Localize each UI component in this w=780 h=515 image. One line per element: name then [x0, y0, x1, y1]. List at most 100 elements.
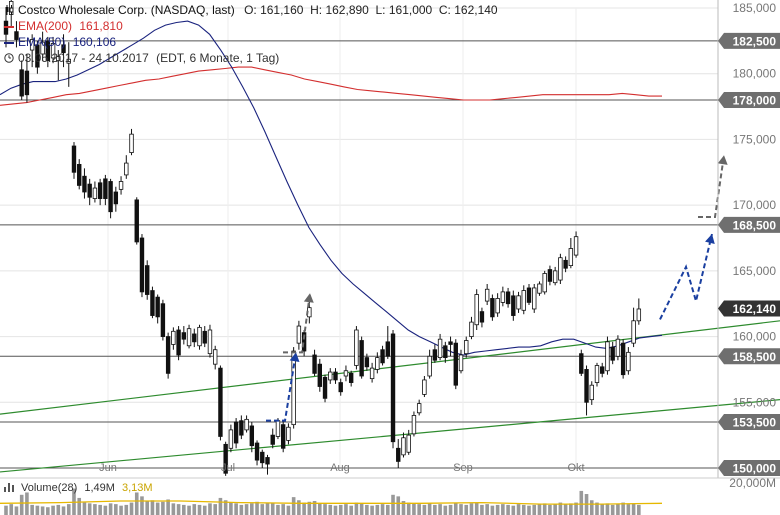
level-badge-shape	[718, 216, 780, 233]
ema-lines	[0, 20, 663, 356]
candle	[129, 128, 134, 156]
legend-ema50: EMA(50) 160,106	[4, 34, 498, 50]
volume-bar	[140, 496, 144, 515]
candle	[260, 449, 265, 468]
candle	[432, 344, 438, 363]
candle	[626, 347, 631, 375]
candle	[600, 362, 605, 378]
level-badge: 168,500	[718, 216, 780, 233]
ema200-label: EMA(200)	[18, 19, 73, 33]
legend-ema200: EMA(200) 161,810	[4, 18, 498, 34]
candle-body	[29, 39, 35, 51]
volume-bar	[281, 504, 285, 515]
volume-bar	[600, 504, 605, 515]
candle	[516, 291, 521, 313]
volume-bar	[344, 504, 348, 515]
volume-bar	[433, 504, 437, 515]
volume-bar	[521, 504, 526, 515]
volume-bar	[93, 504, 97, 515]
candle-body	[317, 363, 322, 387]
candlestick-icon	[4, 3, 14, 15]
volume-bar	[176, 504, 181, 515]
candle-body	[537, 283, 542, 294]
level-badge: 158,500	[718, 348, 780, 365]
candle	[165, 332, 171, 379]
candle	[584, 365, 589, 416]
month-label: Jul	[221, 462, 235, 474]
level-badge-shape	[718, 348, 780, 365]
volume-average-line	[0, 500, 663, 505]
volume-bar	[453, 502, 458, 515]
candle	[448, 336, 453, 357]
candle-body	[396, 447, 401, 462]
candle-body	[14, 31, 19, 40]
volume-bar	[563, 504, 568, 515]
candle-body	[364, 357, 370, 368]
candle-body	[150, 290, 155, 316]
candle-body	[416, 403, 422, 414]
candle	[594, 362, 600, 387]
candle-body	[223, 443, 228, 474]
candle-body	[500, 291, 506, 303]
candle	[270, 428, 275, 449]
candle	[396, 439, 401, 468]
candle-body	[45, 40, 51, 61]
candle	[296, 320, 302, 350]
candle	[244, 415, 249, 433]
level-badge: 150,000	[718, 460, 780, 476]
candle	[547, 265, 553, 286]
candle	[558, 253, 563, 284]
ema200-value: 161,810	[79, 19, 123, 33]
legend-range: 03.05.2017 - 24.10.2017 (EDT, 6 Monate, …	[4, 50, 498, 66]
volume-bar	[459, 504, 463, 515]
candle-body	[40, 41, 45, 55]
candle-body	[186, 328, 192, 347]
volume-bar	[223, 500, 228, 515]
candle	[280, 420, 286, 453]
volume-bar	[30, 504, 34, 515]
volume-bar	[412, 503, 416, 515]
candle-body	[458, 354, 464, 372]
candle	[77, 159, 82, 190]
candle-body	[328, 371, 333, 381]
candle	[35, 40, 40, 74]
candle-body	[322, 376, 328, 399]
candle-body	[244, 418, 249, 431]
candle	[490, 294, 495, 321]
candle-body	[192, 333, 197, 343]
volume-bar	[626, 504, 631, 515]
candle	[29, 34, 35, 68]
candle	[521, 285, 526, 315]
level-badge-shape	[718, 92, 780, 108]
volume-bar	[77, 497, 82, 515]
candle-body	[579, 353, 584, 374]
volume-label: Volume(28)	[21, 482, 78, 494]
candle-body	[160, 303, 166, 337]
candle-body	[286, 426, 291, 441]
candle-body	[265, 457, 270, 465]
volume-bar	[119, 505, 123, 515]
volume-bar	[14, 506, 19, 515]
volume-bar	[637, 504, 641, 515]
candle-body	[636, 308, 642, 322]
price-tick-label: 185,000	[733, 1, 777, 15]
candle-body	[448, 341, 453, 345]
projection-path	[283, 293, 311, 354]
candle-body	[432, 349, 438, 361]
volume-bar	[349, 505, 353, 515]
candle	[416, 399, 422, 416]
volume-bar	[385, 504, 390, 515]
volume-bar	[4, 505, 8, 515]
candle	[87, 178, 92, 206]
candle	[176, 326, 181, 361]
projection-path	[266, 352, 297, 422]
volume-bar	[244, 504, 249, 515]
candle-body	[437, 338, 443, 359]
candle	[375, 352, 380, 374]
candle-body	[406, 434, 411, 453]
candle-body	[490, 298, 495, 318]
candle	[14, 21, 19, 48]
projection-arrowhead	[289, 352, 300, 363]
volume-bar	[511, 505, 516, 515]
candle	[186, 324, 192, 349]
